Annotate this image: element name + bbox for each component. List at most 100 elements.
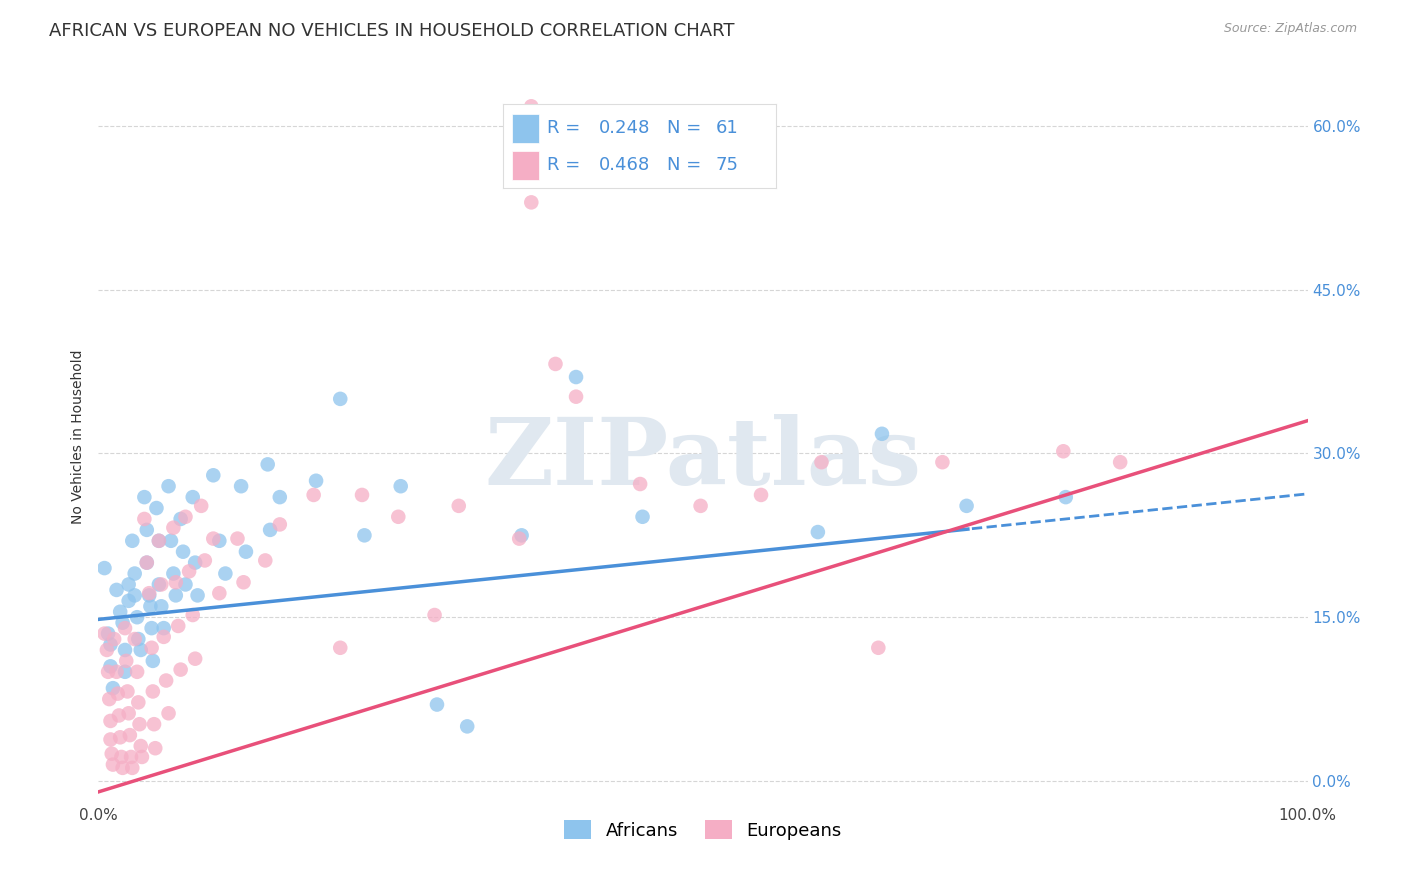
Point xyxy=(810,455,832,469)
Point xyxy=(256,458,278,472)
Point xyxy=(143,717,166,731)
Point xyxy=(108,731,131,745)
Point xyxy=(456,719,478,733)
Point xyxy=(208,533,231,548)
Point xyxy=(100,732,122,747)
Point xyxy=(631,509,654,524)
Point xyxy=(138,588,160,602)
Point xyxy=(127,610,149,624)
Point xyxy=(269,517,291,532)
Point xyxy=(510,528,533,542)
Point xyxy=(128,717,150,731)
Point xyxy=(229,479,252,493)
Point xyxy=(565,390,588,404)
Point xyxy=(302,488,325,502)
Point xyxy=(254,553,277,567)
Point xyxy=(167,619,190,633)
Point xyxy=(103,632,125,646)
Point xyxy=(100,747,122,761)
Point xyxy=(138,586,160,600)
Point xyxy=(124,632,146,646)
Point xyxy=(179,565,201,579)
Point xyxy=(235,545,257,559)
Point xyxy=(135,556,157,570)
Point xyxy=(329,392,352,406)
Point xyxy=(305,474,328,488)
Point xyxy=(121,533,143,548)
Point xyxy=(353,528,375,542)
Point xyxy=(172,545,194,559)
Point xyxy=(135,523,157,537)
Point xyxy=(152,621,174,635)
Point xyxy=(508,532,530,546)
Point xyxy=(124,588,146,602)
Point xyxy=(329,640,352,655)
Point xyxy=(120,750,142,764)
Point xyxy=(101,757,124,772)
Point xyxy=(807,524,830,539)
Point xyxy=(114,643,136,657)
Point xyxy=(870,426,893,441)
Point xyxy=(181,490,204,504)
Point xyxy=(115,654,138,668)
Legend: Africans, Europeans: Africans, Europeans xyxy=(555,811,851,848)
Point xyxy=(152,630,174,644)
Point xyxy=(150,577,173,591)
Point xyxy=(544,357,567,371)
Point xyxy=(169,663,191,677)
Point xyxy=(1109,455,1132,469)
Point xyxy=(226,532,249,546)
Point xyxy=(139,599,162,614)
Point xyxy=(121,761,143,775)
Point xyxy=(208,586,231,600)
Point xyxy=(174,509,197,524)
Point xyxy=(117,684,139,698)
Point xyxy=(129,643,152,657)
Point xyxy=(118,728,141,742)
Point xyxy=(214,566,236,581)
Point xyxy=(97,626,120,640)
Point xyxy=(100,659,122,673)
Point xyxy=(426,698,449,712)
Text: AFRICAN VS EUROPEAN NO VEHICLES IN HOUSEHOLD CORRELATION CHART: AFRICAN VS EUROPEAN NO VEHICLES IN HOUSE… xyxy=(49,22,735,40)
Point xyxy=(141,621,163,635)
Point xyxy=(162,521,184,535)
Point xyxy=(101,681,124,695)
Point xyxy=(202,468,225,483)
Point xyxy=(423,607,446,622)
Point xyxy=(134,512,156,526)
Point xyxy=(259,523,281,537)
Point xyxy=(181,607,204,622)
Point xyxy=(111,761,134,775)
Point xyxy=(165,575,187,590)
Point xyxy=(1054,490,1077,504)
Point xyxy=(107,687,129,701)
Point xyxy=(389,479,412,493)
Point xyxy=(108,605,131,619)
Point xyxy=(105,582,128,597)
Point xyxy=(145,501,167,516)
Point xyxy=(232,575,254,590)
Point xyxy=(118,577,141,591)
Point xyxy=(93,561,115,575)
Point xyxy=(184,556,207,570)
Point xyxy=(194,553,217,567)
Point xyxy=(142,654,165,668)
Point xyxy=(520,99,543,113)
Y-axis label: No Vehicles in Household: No Vehicles in Household xyxy=(72,350,86,524)
Point xyxy=(749,488,772,502)
Point xyxy=(131,750,153,764)
Point xyxy=(202,532,225,546)
Point xyxy=(129,739,152,753)
Point xyxy=(162,566,184,581)
Point xyxy=(868,640,890,655)
Point xyxy=(931,455,953,469)
Point xyxy=(1052,444,1074,458)
Point xyxy=(114,665,136,679)
Point xyxy=(350,488,373,502)
Point xyxy=(955,499,977,513)
Point xyxy=(135,556,157,570)
Point xyxy=(628,477,651,491)
Text: Source: ZipAtlas.com: Source: ZipAtlas.com xyxy=(1223,22,1357,36)
Point xyxy=(118,706,141,721)
